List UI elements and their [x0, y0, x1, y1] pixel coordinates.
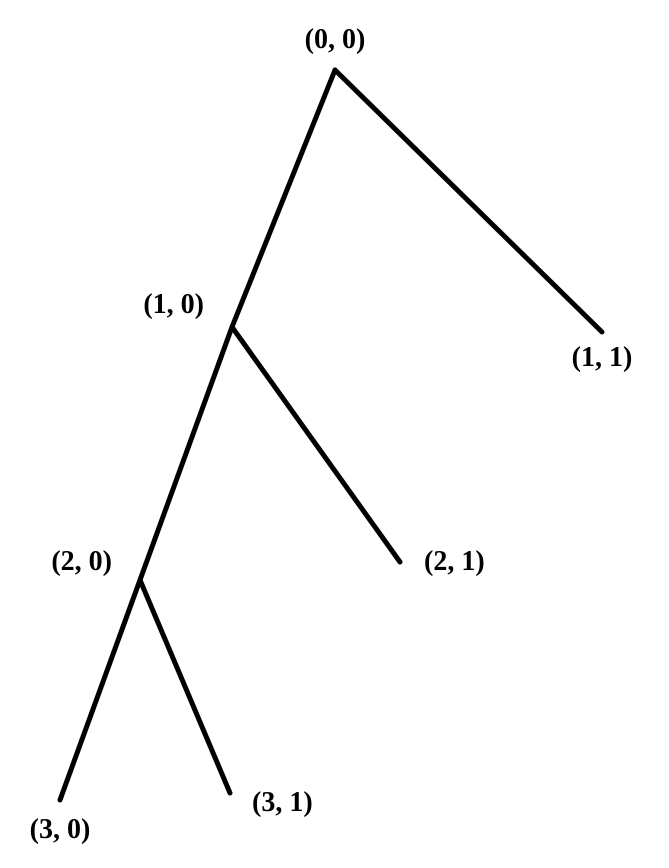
tree-node-label: (3, 0): [30, 814, 91, 845]
edges-layer: [60, 70, 602, 800]
tree-edge: [60, 580, 140, 800]
tree-node-label: (1, 0): [143, 289, 204, 320]
tree-node-label: (2, 1): [424, 546, 485, 577]
tree-node-label: (3, 1): [252, 787, 313, 818]
tree-node-label: (0, 0): [305, 24, 366, 55]
tree-diagram: (0, 0) (1, 0) (1, 1) (2, 0) (2, 1) (3, 0) (3, …: [0, 0, 669, 868]
tree-node-label: (2, 0): [51, 546, 112, 577]
tree-edge: [232, 70, 335, 327]
tree-edge: [335, 70, 602, 332]
tree-edge: [232, 327, 400, 562]
tree-edge: [140, 327, 232, 580]
tree-edge: [140, 580, 230, 793]
tree-node-label: (1, 1): [572, 342, 633, 373]
labels-layer: (0, 0) (1, 0) (1, 1) (2, 0) (2, 1) (3, 0) (3, …: [30, 24, 633, 845]
